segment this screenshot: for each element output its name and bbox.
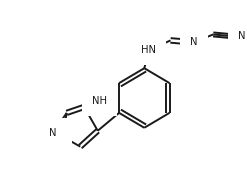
Text: NH: NH: [92, 96, 107, 106]
Text: S: S: [56, 134, 62, 144]
Text: N: N: [238, 31, 246, 41]
Text: HN: HN: [141, 45, 156, 55]
Text: N: N: [49, 128, 57, 138]
Text: N: N: [190, 37, 198, 47]
